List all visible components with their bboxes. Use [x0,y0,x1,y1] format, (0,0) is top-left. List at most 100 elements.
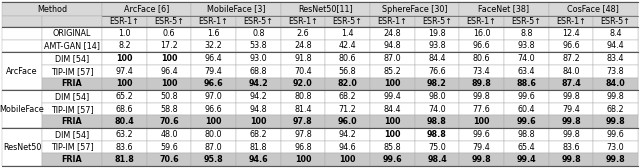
Bar [460,2,548,16]
Text: 68.2: 68.2 [250,130,267,139]
Bar [415,40,460,52]
Bar [504,78,548,90]
Text: 60.4: 60.4 [518,105,535,114]
Bar [281,115,325,128]
Bar [504,52,548,65]
Bar [415,103,460,115]
Bar [281,153,325,166]
Text: 94.2: 94.2 [248,79,268,88]
Bar [281,2,370,16]
Text: 98.8: 98.8 [427,130,447,139]
Bar [281,78,325,90]
Bar [147,65,191,78]
Bar [593,65,638,78]
Bar [2,40,42,52]
Text: 65.4: 65.4 [518,142,535,152]
Bar [548,103,593,115]
Text: ESR-5↑: ESR-5↑ [601,17,630,26]
Bar [281,65,325,78]
Bar [147,90,191,103]
Bar [548,78,593,90]
Text: TIP-IM [57]: TIP-IM [57] [51,142,93,152]
Bar [370,153,415,166]
Text: 77.6: 77.6 [473,105,490,114]
Bar [102,115,147,128]
Text: 73.0: 73.0 [607,142,625,152]
Bar [325,65,370,78]
Bar [281,115,325,128]
Text: 92.0: 92.0 [293,79,313,88]
Bar [370,103,415,115]
Text: 99.8: 99.8 [562,130,580,139]
Text: ESR-5↑: ESR-5↑ [511,17,541,26]
Bar [593,153,638,166]
Bar [147,141,191,153]
Bar [504,40,548,52]
Text: 99.6: 99.6 [383,155,402,164]
Bar [593,40,638,52]
Bar [281,78,325,90]
Bar [2,52,42,90]
Text: 71.2: 71.2 [339,105,356,114]
Bar [504,141,548,153]
Text: ResNet50: ResNet50 [3,142,41,152]
Bar [281,52,325,65]
Text: 80.8: 80.8 [294,92,312,101]
Bar [102,16,147,27]
Text: MobileFace [3]: MobileFace [3] [207,5,266,13]
Bar [370,90,415,103]
Text: 24.8: 24.8 [383,29,401,38]
Bar [460,90,504,103]
Bar [460,16,504,27]
Bar [191,115,236,128]
Bar [236,153,281,166]
Text: 8.4: 8.4 [609,29,622,38]
Bar [370,65,415,78]
Text: ResNet50[11]: ResNet50[11] [298,5,353,13]
Bar [504,153,548,166]
Bar [191,153,236,166]
Bar [102,40,147,52]
Bar [236,115,281,128]
Bar [147,153,191,166]
Text: 75.0: 75.0 [428,142,446,152]
Text: 42.4: 42.4 [339,41,356,50]
Bar [325,40,370,52]
Bar [460,90,504,103]
Text: 48.0: 48.0 [160,130,178,139]
Bar [191,52,236,65]
Bar [281,52,325,65]
Bar [548,27,593,40]
Bar [415,27,460,40]
Text: DIM [54]: DIM [54] [55,92,89,101]
Bar [504,103,548,115]
Text: 94.4: 94.4 [607,41,625,50]
Bar [415,90,460,103]
Bar [236,27,281,40]
Bar [415,27,460,40]
Bar [102,103,147,115]
Bar [147,52,191,65]
Bar [191,78,236,90]
Bar [42,153,102,166]
Bar [504,65,548,78]
Bar [236,141,281,153]
Bar [548,115,593,128]
Bar [147,65,191,78]
Bar [147,27,191,40]
Bar [325,115,370,128]
Bar [42,103,102,115]
Text: 96.6: 96.6 [473,41,490,50]
Bar [370,52,415,65]
Bar [593,141,638,153]
Bar [2,2,102,16]
Bar [102,115,147,128]
Bar [325,128,370,141]
Bar [548,153,593,166]
Bar [593,141,638,153]
Bar [147,103,191,115]
Bar [147,40,191,52]
Text: ESR-5↑: ESR-5↑ [333,17,363,26]
Text: 100: 100 [161,79,177,88]
Text: 81.8: 81.8 [250,142,267,152]
